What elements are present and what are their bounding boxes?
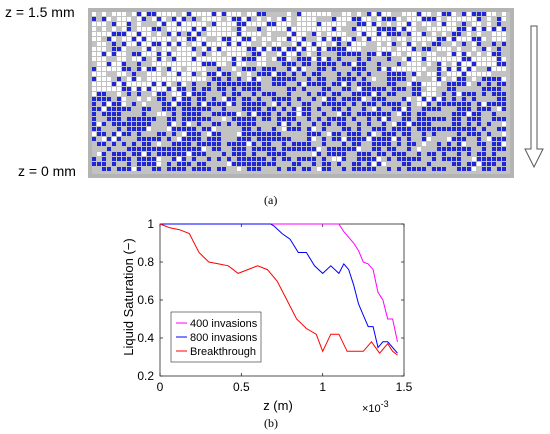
y-tick-label: 1 [147, 217, 154, 231]
y-tick-label: 0.8 [137, 255, 154, 269]
pore-network-image [88, 8, 514, 178]
panel-b-caption: (b) [264, 416, 278, 430]
series-line-800-invasions [160, 223, 398, 354]
bottom-depth-label: z = 0 mm [18, 163, 76, 179]
x-axis-exponent: ×10-3 [362, 399, 389, 415]
series-line-breakthrough [159, 223, 398, 356]
y-tick-label: 0.2 [137, 369, 154, 383]
x-axis-label: z (m) [263, 398, 293, 413]
legend-label: 400 invasions [190, 318, 258, 330]
x-tick-label: 1 [319, 380, 326, 394]
legend-label: Breakthrough [190, 346, 256, 358]
y-tick-label: 0.4 [137, 331, 154, 345]
saturation-chart: 0 0.5 1 1.5 0.2 0.4 0.6 0.8 1 400 invasions 800 i… [121, 217, 413, 415]
down-arrow-icon [524, 25, 544, 169]
y-tick-label: 0.6 [137, 293, 154, 307]
panel-a-caption: (a) [264, 193, 278, 207]
x-tick-label: 0 [157, 380, 164, 394]
top-depth-label: z = 1.5 mm [5, 4, 75, 20]
x-tick-label: 1.5 [396, 380, 413, 394]
chart-legend: 400 invasions 800 invasions Breakthrough [170, 311, 262, 363]
y-axis-label: Liquid Saturation (−) [121, 238, 136, 355]
legend-label: 800 invasions [190, 332, 258, 344]
x-tick-label: 0.5 [233, 380, 250, 394]
series-line-400-invasions [160, 223, 398, 342]
